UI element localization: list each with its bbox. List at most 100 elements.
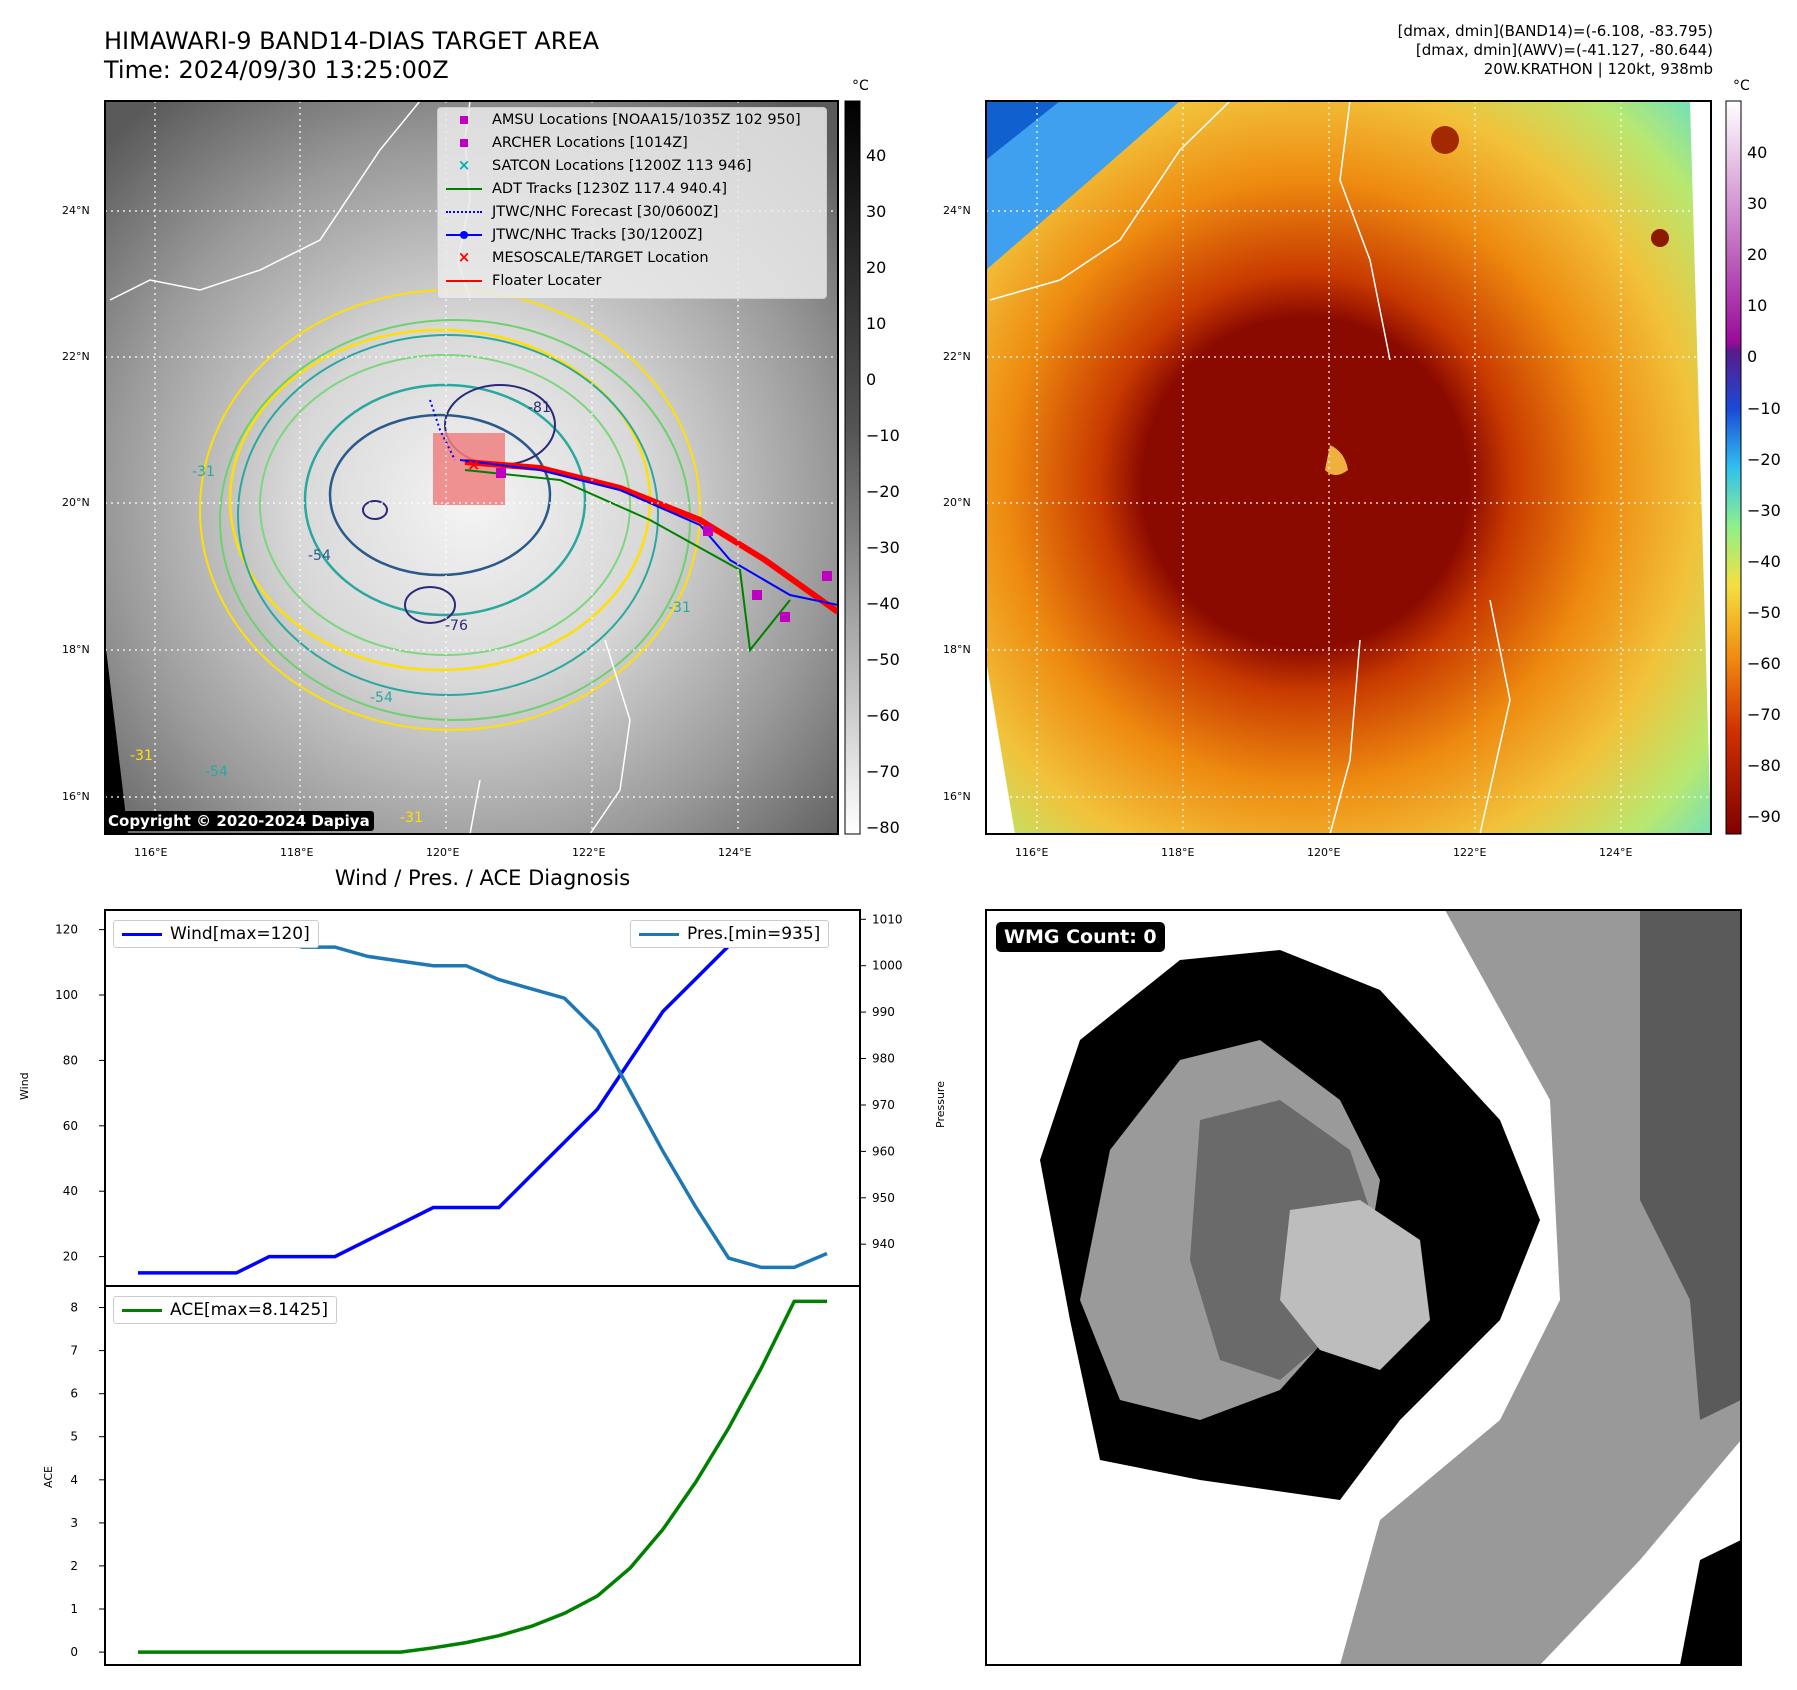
lon-label: 118°E <box>1161 846 1195 859</box>
legend-symbol <box>444 187 484 190</box>
target-marker: × <box>467 455 480 474</box>
legend-label: SATCON Locations [1200Z 113 946] <box>492 157 752 174</box>
wmg-count-badge: WMG Count: 0 <box>996 922 1165 952</box>
wind-y-ticks: 20 40 60 80 100 120 <box>55 923 105 1264</box>
pressure-legend: Pres.[min=935] <box>630 920 830 948</box>
legend-item: ARCHER Locations [1014Z] <box>438 131 826 154</box>
floater-track <box>464 459 838 615</box>
colorbar-tick: 0 <box>1747 347 1758 367</box>
info-line-1: [dmax, dmin](BAND14)=(-6.108, -83.795) <box>1397 22 1713 40</box>
axis-tick-label: 20 <box>63 1250 78 1264</box>
contour-label: -54 <box>370 690 393 706</box>
legend-item: AMSU Locations [NOAA15/1035Z 102 950] <box>438 108 826 131</box>
adt-track <box>464 469 791 653</box>
colorbar-tick: 20 <box>866 258 887 277</box>
legend-rows: AMSU Locations [NOAA15/1035Z 102 950] ARC… <box>438 108 826 292</box>
legend-label: JTWC/NHC Forecast [30/0600Z] <box>492 203 719 220</box>
axis-tick-label: 950 <box>872 1191 895 1205</box>
legend-label: ADT Tracks [1230Z 117.4 940.4] <box>492 180 728 197</box>
archer-point <box>752 590 762 600</box>
legend-label: JTWC/NHC Tracks [30/1200Z] <box>492 226 703 243</box>
amsu-point <box>822 571 832 581</box>
colorbar-tick: −20 <box>1747 449 1781 469</box>
colorbar-tick: −50 <box>866 650 900 669</box>
colorbar-unit: °C <box>1733 78 1750 94</box>
axis-tick-label: 5 <box>70 1430 78 1444</box>
lat-label: 22°N <box>62 350 90 363</box>
jtwc-forecast <box>429 399 456 461</box>
colorbar-tick: −40 <box>1747 551 1781 571</box>
axis-tick-label: 100 <box>55 988 78 1002</box>
legend-swatch <box>122 1308 162 1312</box>
contour-label: -54 <box>205 764 228 780</box>
colorbar-tick: −40 <box>866 594 900 613</box>
awv-imagery <box>986 101 1711 834</box>
ace-legend-label: ACE[max=8.1425] <box>170 1300 328 1320</box>
colorbar-tick: −80 <box>1747 756 1781 776</box>
colorbar-tick: 20 <box>1747 245 1768 265</box>
colorbar-tick: −20 <box>866 482 900 501</box>
lon-label: 122°E <box>1453 846 1487 859</box>
ace-y-ticks: 0 1 2 3 4 5 6 7 8 <box>70 1301 105 1659</box>
axis-tick-label: 0 <box>70 1645 78 1659</box>
axis-tick-label: 40 <box>63 1184 78 1198</box>
ace-series-line <box>138 1299 827 1654</box>
legend-item: JTWC/NHC Forecast [30/0600Z] <box>438 200 826 223</box>
contour-label: -31 <box>192 464 215 480</box>
lat-label: 16°N <box>943 790 971 803</box>
amsu-point <box>703 526 713 536</box>
wind-legend-label: Wind[max=120] <box>170 924 310 944</box>
colorbar-tick: 10 <box>866 314 887 333</box>
colorbar-tick: −80 <box>866 818 900 837</box>
axis-tick-label: 80 <box>63 1053 78 1067</box>
legend-item: JTWC/NHC Tracks [30/1200Z] <box>438 223 826 246</box>
axis-tick-label: 120 <box>55 923 78 937</box>
colorbar-tick: −10 <box>1747 398 1781 418</box>
left-map-legend: AMSU Locations [NOAA15/1035Z 102 950] ARC… <box>437 107 827 299</box>
colorbar-tick: −60 <box>866 706 900 725</box>
contour-label: -31 <box>130 748 153 764</box>
colorbar-tick: −10 <box>866 426 900 445</box>
legend-symbol: × <box>457 248 471 266</box>
colorbar-tick: 40 <box>866 146 887 165</box>
info-line-3: 20W.KRATHON | 120kt, 938mb <box>1483 60 1713 78</box>
contour-label: -54 <box>308 548 331 564</box>
wind-axis-label: Wind <box>18 1072 31 1100</box>
lon-label: 116°E <box>134 846 168 859</box>
ace-axis-label: ACE <box>42 1466 55 1488</box>
colorbar-tick: −70 <box>866 762 900 781</box>
lon-label: 124°E <box>1599 846 1633 859</box>
info-line-2: [dmax, dmin](AWV)=(-41.127, -80.644) <box>1415 41 1713 59</box>
figure-title: HIMAWARI-9 BAND14-DIAS TARGET AREA Time:… <box>104 27 599 85</box>
legend-label: AMSU Locations [NOAA15/1035Z 102 950] <box>492 111 801 128</box>
axis-tick-label: 60 <box>63 1119 78 1133</box>
axis-tick-label: 3 <box>70 1516 78 1530</box>
axis-tick-label: 940 <box>872 1237 895 1251</box>
colorbar-tick: −30 <box>1747 500 1781 520</box>
axis-tick-label: 960 <box>872 1144 895 1158</box>
legend-label: Floater Locater <box>492 272 602 289</box>
wind-legend: Wind[max=120] <box>113 920 319 948</box>
legend-label: ARCHER Locations [1014Z] <box>492 134 688 151</box>
colorbar-tick: −70 <box>1747 705 1781 725</box>
legend-symbol <box>444 230 484 239</box>
lon-label: 120°E <box>1307 846 1341 859</box>
lat-label: 18°N <box>943 643 971 656</box>
lon-label: 120°E <box>426 846 460 859</box>
title-line-2: Time: 2024/09/30 13:25:00Z <box>104 56 449 84</box>
axis-tick-label: 980 <box>872 1052 895 1066</box>
legend-symbol: × <box>457 156 471 174</box>
legend-symbol <box>444 210 484 213</box>
axis-tick-label: 7 <box>70 1344 78 1358</box>
band14-colorbar <box>844 100 861 835</box>
colorbar-tick: 10 <box>1747 296 1768 316</box>
legend-item: ADT Tracks [1230Z 117.4 940.4] <box>438 177 826 200</box>
colorbar-unit: °C <box>852 78 869 94</box>
colorbar-tick: 30 <box>866 202 887 221</box>
legend-item: Floater Locater <box>438 269 826 292</box>
pressure-y-ticks: 940 950 960 970 980 990 1000 1010 <box>860 912 903 1251</box>
legend-item: × SATCON Locations [1200Z 113 946] <box>438 154 826 177</box>
legend-label: MESOSCALE/TARGET Location <box>492 249 709 266</box>
colorbar-tick: 0 <box>866 370 877 389</box>
